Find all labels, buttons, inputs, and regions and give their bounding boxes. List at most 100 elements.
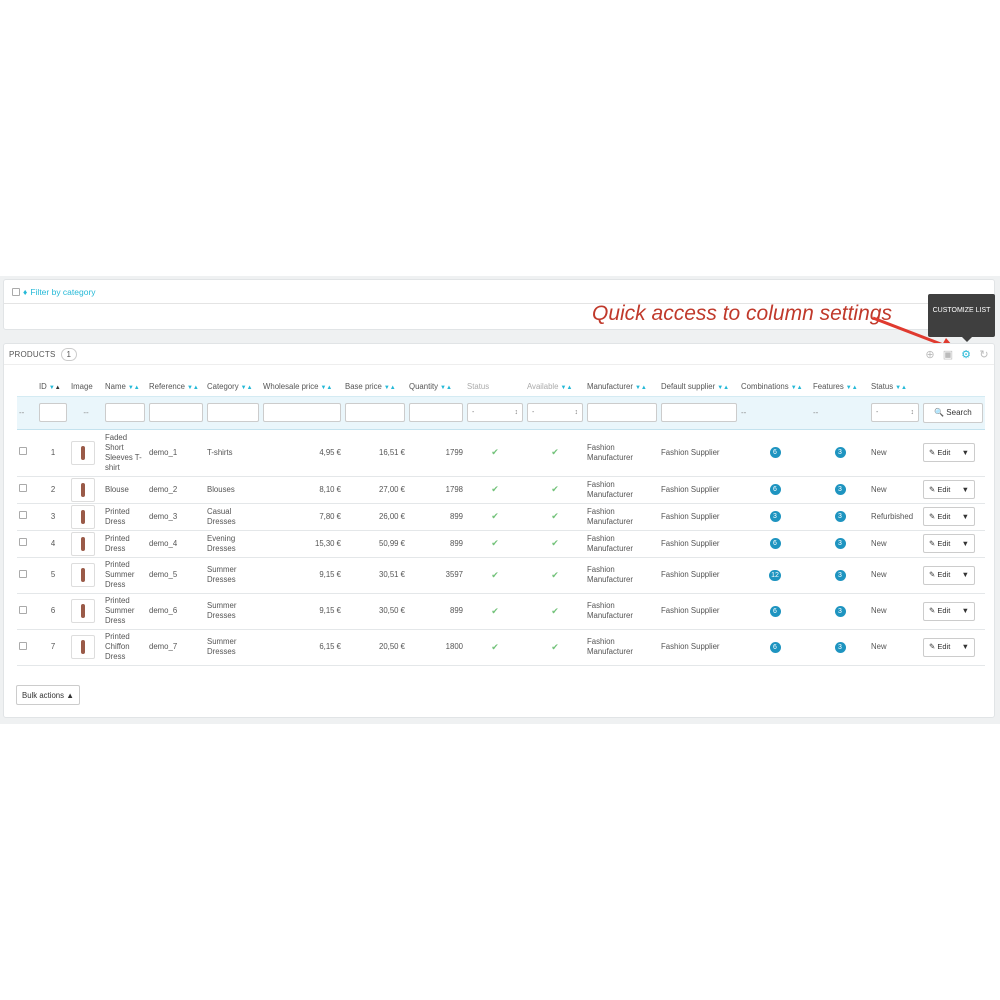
column-header[interactable]: Wholesale price ▼▲ xyxy=(261,377,343,396)
table-row[interactable]: 2 Blouse demo_2 Blouses 8,10 € 27,00 € 1… xyxy=(17,476,985,504)
sort-icon[interactable]: ▼▲ xyxy=(48,384,61,391)
caret-down-icon[interactable]: ▼ xyxy=(961,484,969,494)
column-header[interactable]: Quantity ▼▲ xyxy=(407,377,465,396)
name-filter-input[interactable] xyxy=(105,403,145,422)
table-row[interactable]: 1 Faded Short Sleeves T-shirt demo_1 T-s… xyxy=(17,429,985,477)
caret-down-icon[interactable]: ▼ xyxy=(961,447,969,457)
id-filter-input[interactable] xyxy=(39,403,67,422)
row-checkbox[interactable] xyxy=(19,538,27,546)
gear-icon[interactable]: ⚙ xyxy=(961,348,971,361)
column-header[interactable]: Manufacturer ▼▲ xyxy=(585,377,659,396)
supplier-link[interactable]: Fashion Supplier xyxy=(659,429,739,477)
status-check-icon[interactable]: ✔ xyxy=(491,641,499,652)
edit-button[interactable]: ✎ Edit ▼ xyxy=(923,534,975,553)
edit-button[interactable]: ✎ Edit ▼ xyxy=(923,443,975,462)
sort-icon[interactable]: ▼▲ xyxy=(845,384,858,391)
sort-icon[interactable]: ▼▲ xyxy=(560,384,573,391)
column-header[interactable]: Status ▼▲ xyxy=(869,377,921,396)
edit-button[interactable]: ✎ Edit ▼ xyxy=(923,480,975,499)
base-price-filter-input[interactable] xyxy=(345,403,405,422)
manufacturer-link[interactable]: Fashion Manufacturer xyxy=(585,557,659,594)
column-header[interactable]: Category ▼▲ xyxy=(205,377,261,396)
supplier-link[interactable]: Fashion Supplier xyxy=(659,476,739,504)
supplier-link[interactable]: Fashion Supplier xyxy=(659,503,739,531)
available-filter-select[interactable]: - ↕ xyxy=(527,403,583,422)
supplier-link[interactable]: Fashion Supplier xyxy=(659,557,739,594)
supplier-filter-input[interactable] xyxy=(661,403,737,422)
available-check-icon[interactable]: ✔ xyxy=(551,569,559,580)
reference-filter-input[interactable] xyxy=(149,403,203,422)
available-check-icon[interactable]: ✔ xyxy=(551,605,559,616)
row-checkbox[interactable] xyxy=(19,605,27,614)
column-header[interactable]: Reference ▼▲ xyxy=(147,377,205,396)
sort-icon[interactable]: ▼▲ xyxy=(383,384,396,391)
manufacturer-link[interactable]: Fashion Manufacturer xyxy=(585,530,659,558)
manufacturer-link[interactable]: Fashion Manufacturer xyxy=(585,476,659,504)
row-checkbox[interactable] xyxy=(19,447,27,455)
column-header[interactable]: Base price ▼▲ xyxy=(343,377,407,396)
sort-icon[interactable]: ▼▲ xyxy=(790,384,803,391)
available-check-icon[interactable]: ✔ xyxy=(551,447,559,457)
sort-icon[interactable]: ▼▲ xyxy=(186,384,199,391)
column-header[interactable]: Features ▼▲ xyxy=(811,377,869,396)
status-check-icon[interactable]: ✔ xyxy=(491,605,499,616)
refresh-icon[interactable]: ↻ xyxy=(979,348,989,361)
edit-button[interactable]: ✎ Edit ▼ xyxy=(923,637,975,657)
manufacturer-filter-input[interactable] xyxy=(587,403,657,422)
manufacturer-link[interactable]: Fashion Manufacturer xyxy=(585,429,659,477)
state-filter-select[interactable]: - ↕ xyxy=(871,403,919,422)
table-row[interactable]: 4 Printed Dress demo_4 Evening Dresses 1… xyxy=(17,530,985,558)
sort-icon[interactable]: ▼▲ xyxy=(440,384,452,391)
row-checkbox[interactable] xyxy=(19,511,27,519)
column-header[interactable]: ID ▼▲ xyxy=(37,377,69,396)
column-header[interactable]: Available ▼▲ xyxy=(525,377,585,396)
filter-checkbox[interactable] xyxy=(12,287,20,296)
available-check-icon[interactable]: ✔ xyxy=(551,511,559,521)
caret-down-icon[interactable]: ▼ xyxy=(961,642,969,651)
supplier-link[interactable]: Fashion Supplier xyxy=(659,629,739,666)
caret-down-icon[interactable]: ▼ xyxy=(961,570,969,579)
table-row[interactable]: 3 Printed Dress demo_3 Casual Dresses 7,… xyxy=(17,503,985,531)
column-header[interactable]: Default supplier ▼▲ xyxy=(659,377,739,396)
caret-down-icon[interactable]: ▼ xyxy=(961,538,969,548)
table-row[interactable]: 7 Printed Chiffon Dress demo_7 Summer Dr… xyxy=(17,629,985,666)
search-button[interactable]: 🔍 Search xyxy=(923,402,983,423)
filter-by-category[interactable]: ♦ Filter by category xyxy=(4,280,994,304)
status-check-icon[interactable]: ✔ xyxy=(491,447,499,457)
column-header[interactable]: Name ▼▲ xyxy=(103,377,147,396)
wholesale-price-filter-input[interactable] xyxy=(263,403,341,422)
supplier-link[interactable]: Fashion Supplier xyxy=(659,530,739,558)
table-row[interactable]: 5 Printed Summer Dress demo_5 Summer Dre… xyxy=(17,557,985,594)
edit-button[interactable]: ✎ Edit ▼ xyxy=(923,601,975,621)
available-check-icon[interactable]: ✔ xyxy=(551,641,559,652)
available-check-icon[interactable]: ✔ xyxy=(551,484,559,494)
status-check-icon[interactable]: ✔ xyxy=(491,538,499,548)
sort-icon[interactable]: ▼▲ xyxy=(717,384,730,391)
supplier-link[interactable]: Fashion Supplier xyxy=(659,593,739,630)
filter-label[interactable]: Filter by category xyxy=(30,286,96,297)
row-checkbox[interactable] xyxy=(19,484,27,492)
sort-icon[interactable]: ▼▲ xyxy=(127,384,140,391)
available-check-icon[interactable]: ✔ xyxy=(551,538,559,548)
status-check-icon[interactable]: ✔ xyxy=(491,484,499,494)
row-checkbox[interactable] xyxy=(19,569,27,578)
status-check-icon[interactable]: ✔ xyxy=(491,569,499,580)
add-icon[interactable]: ⊕ xyxy=(925,348,935,361)
category-filter-input[interactable] xyxy=(207,403,259,422)
caret-down-icon[interactable]: ▼ xyxy=(961,606,969,615)
column-header[interactable]: Combinations ▼▲ xyxy=(739,377,811,396)
manufacturer-link[interactable]: Fashion Manufacturer xyxy=(585,593,659,630)
edit-button[interactable]: ✎ Edit ▼ xyxy=(923,507,975,526)
status-check-icon[interactable]: ✔ xyxy=(491,511,499,521)
row-checkbox[interactable] xyxy=(19,641,27,650)
sort-icon[interactable]: ▼▲ xyxy=(320,384,333,391)
sort-icon[interactable]: ▼▲ xyxy=(895,384,907,391)
sort-icon[interactable]: ▼▲ xyxy=(240,384,253,391)
manufacturer-link[interactable]: Fashion Manufacturer xyxy=(585,503,659,531)
bulk-actions-button[interactable]: Bulk actions ▲ xyxy=(16,685,80,705)
edit-button[interactable]: ✎ Edit ▼ xyxy=(923,565,975,585)
caret-down-icon[interactable]: ▼ xyxy=(961,511,969,521)
table-row[interactable]: 6 Printed Summer Dress demo_6 Summer Dre… xyxy=(17,593,985,630)
manufacturer-link[interactable]: Fashion Manufacturer xyxy=(585,629,659,666)
sort-icon[interactable]: ▼▲ xyxy=(634,384,647,391)
